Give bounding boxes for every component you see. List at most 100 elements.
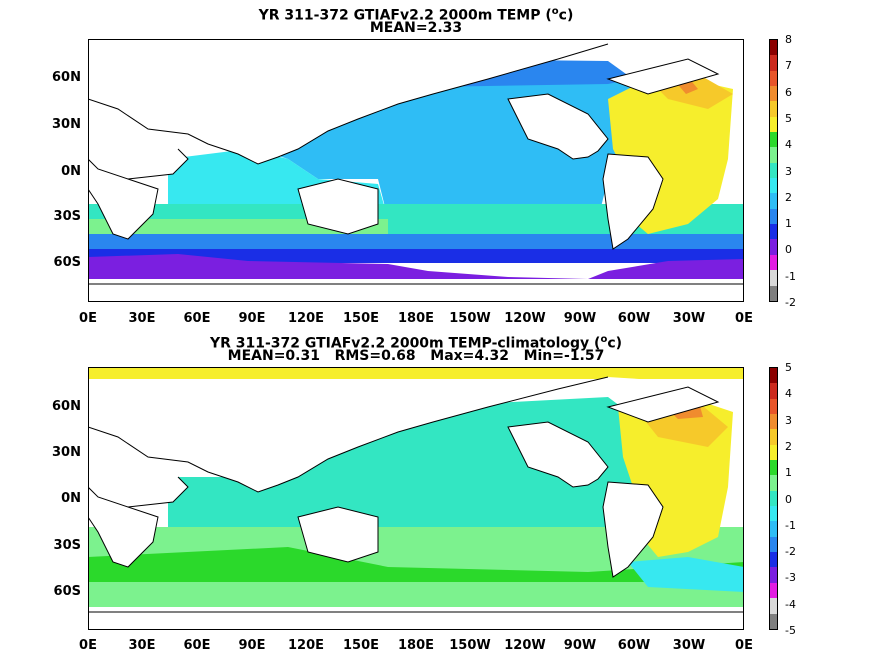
colorbar-swatch	[770, 598, 777, 614]
colorbar-swatch	[770, 270, 777, 286]
top-map-plot	[88, 39, 744, 302]
top-lat-label: 30S	[53, 209, 81, 224]
bottom-lat-label: 60S	[53, 584, 81, 599]
bottom-lon-label: 120W	[504, 638, 546, 653]
top-lon-label: 150W	[449, 311, 491, 326]
colorbar-swatch	[770, 552, 777, 568]
bottom-lat-label: 30N	[52, 445, 81, 460]
colorbar-swatch	[770, 193, 777, 209]
colorbar-swatch	[770, 86, 777, 102]
colorbar-swatch	[770, 55, 777, 71]
colorbar-tick-label: 4	[785, 138, 792, 152]
bottom-lon-label: 150E	[342, 638, 380, 653]
top-lon-label: 90W	[563, 311, 597, 326]
bottom-lat-label: 30S	[53, 538, 81, 553]
colorbar-swatch	[770, 582, 777, 599]
top-colorbar	[769, 39, 778, 302]
colorbar-tick-label: 1	[785, 217, 792, 231]
colorbar-swatch	[770, 506, 777, 522]
colorbar-swatch	[770, 239, 777, 255]
colorbar-swatch	[770, 613, 777, 629]
colorbar-tick-label: -2	[785, 545, 796, 559]
colorbar-swatch	[770, 70, 777, 87]
colorbar-tick-label: -4	[785, 597, 796, 611]
colorbar-swatch	[770, 536, 777, 553]
colorbar-swatch	[770, 147, 777, 163]
colorbar-swatch	[770, 162, 777, 179]
top-lon-label: 60E	[183, 311, 211, 326]
bottom-lat-label: 60N	[52, 399, 81, 414]
top-map-stats: MEAN=2.33	[369, 20, 463, 36]
bottom-colorbar	[769, 367, 778, 630]
colorbar-swatch	[770, 383, 777, 399]
bottom-lon-label: 60W	[617, 638, 651, 653]
colorbar-tick-label: 1	[785, 466, 792, 480]
colorbar-swatch	[770, 224, 777, 240]
colorbar-tick-label: 5	[785, 361, 792, 374]
top-lon-label: 120E	[287, 311, 325, 326]
top-lon-label: 120W	[504, 311, 546, 326]
colorbar-swatch	[770, 208, 777, 225]
bottom-lon-label: 0E	[79, 638, 97, 653]
top-lat-label: 30N	[52, 117, 81, 132]
top-lat-label: 0N	[61, 164, 81, 179]
top-lon-label: 30W	[672, 311, 706, 326]
bottom-map-plot	[88, 367, 744, 630]
bottom-lon-label: 0E	[735, 638, 753, 653]
colorbar-tick-label: -2	[785, 296, 796, 309]
bottom-lon-label: 60E	[183, 638, 211, 653]
bottom-lon-label: 150W	[449, 638, 491, 653]
bottom-lon-label: 120E	[287, 638, 325, 653]
colorbar-tick-label: 4	[785, 387, 792, 401]
colorbar-swatch	[770, 475, 777, 491]
top-lat-label: 60N	[52, 70, 81, 85]
colorbar-tick-label: 3	[785, 164, 792, 178]
colorbar-tick-label: 7	[785, 59, 792, 73]
colorbar-swatch	[770, 254, 777, 271]
colorbar-tick-label: -5	[785, 624, 796, 637]
colorbar-swatch	[770, 368, 777, 384]
top-lon-label: 0E	[79, 311, 97, 326]
colorbar-tick-label: -1	[785, 269, 796, 283]
colorbar-swatch	[770, 444, 777, 461]
colorbar-swatch	[770, 490, 777, 507]
top-lon-label: 0E	[735, 311, 753, 326]
colorbar-swatch	[770, 132, 777, 148]
bottom-lon-label: 90E	[238, 638, 266, 653]
bottom-lat-label: 0N	[61, 491, 81, 506]
bottom-map-stats: MEAN=0.31 RMS=0.68 Max=4.32 Min=-1.57	[227, 348, 605, 364]
top-map-title: YR 311-372 GTIAFv2.2 2000m TEMP (oc)	[258, 6, 574, 24]
colorbar-swatch	[770, 414, 777, 430]
colorbar-tick-label: 2	[785, 439, 792, 453]
top-lon-label: 90E	[238, 311, 266, 326]
top-lon-label: 150E	[342, 311, 380, 326]
bottom-map-title: YR 311-372 GTIAFv2.2 2000m TEMP-climatol…	[209, 334, 623, 352]
colorbar-tick-label: -3	[785, 571, 796, 585]
colorbar-swatch	[770, 116, 777, 133]
colorbar-swatch	[770, 40, 777, 56]
colorbar-tick-label: -1	[785, 518, 796, 532]
bottom-lon-label: 30E	[128, 638, 156, 653]
colorbar-swatch	[770, 429, 777, 445]
top-lon-label: 60W	[617, 311, 651, 326]
colorbar-swatch	[770, 285, 777, 301]
colorbar-tick-label: 0	[785, 492, 792, 506]
colorbar-tick-label: 6	[785, 85, 792, 99]
colorbar-swatch	[770, 567, 777, 583]
colorbar-swatch	[770, 521, 777, 537]
colorbar-tick-label: 0	[785, 243, 792, 257]
colorbar-swatch	[770, 460, 777, 476]
colorbar-tick-label: 2	[785, 190, 792, 204]
top-lat-label: 60S	[53, 255, 81, 270]
bottom-lon-label: 30W	[672, 638, 706, 653]
colorbar-swatch	[770, 398, 777, 415]
top-lon-label: 30E	[128, 311, 156, 326]
top-lon-label: 180E	[397, 311, 435, 326]
colorbar-swatch	[770, 101, 777, 117]
colorbar-tick-label: 8	[785, 33, 792, 46]
bottom-lon-label: 180E	[397, 638, 435, 653]
colorbar-tick-label: 5	[785, 111, 792, 125]
colorbar-tick-label: 3	[785, 413, 792, 427]
colorbar-swatch	[770, 178, 777, 194]
bottom-lon-label: 90W	[563, 638, 597, 653]
